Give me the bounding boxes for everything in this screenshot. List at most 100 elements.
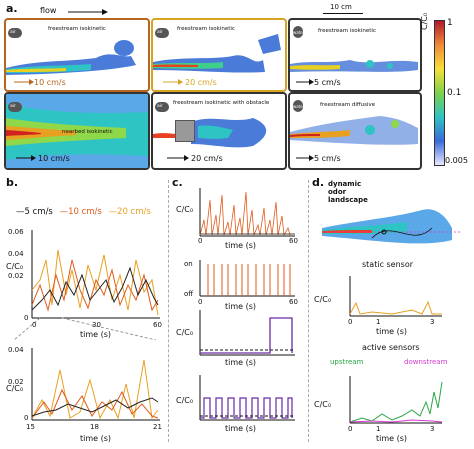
series-upstream [349,381,443,423]
velocity-arrow-icon [296,155,314,161]
tile-nearbed: air nearbed isokinetic 10 cm/s [4,92,150,170]
panel-c-label: c. [172,176,183,189]
series-c4 [200,397,293,419]
flow-label: flow [40,6,57,15]
plume-image [153,118,267,148]
xtick: 1 [376,425,381,433]
plume-image [6,94,148,168]
colorbar-label: C/C₀ [420,12,429,30]
series-c1 [199,191,291,237]
series-c3 [200,317,293,354]
tile-water-5: water freestream isokinetic 5 cm/s [288,18,422,92]
ytick-off: off [184,290,194,298]
xtick: 0 [198,298,203,306]
panel-b-legend: —5 cm/s —10 cm/s —20 cm/s [16,207,151,217]
ytick: 0 [24,314,29,322]
series-5 [31,266,159,311]
series-c2 [207,264,291,296]
velocity-arrow-icon [14,79,34,85]
title-line: dynamic [328,180,362,188]
series-downstream [349,419,443,423]
xlabel: time (s) [225,424,257,433]
downstream-label: downstream [404,358,448,366]
ylabel: C/C₀ [6,384,24,393]
colorbar-tick: 0.1 [447,88,462,98]
ytick-on: on [184,260,193,268]
colorbar-tick: 1 [447,18,453,28]
tile-air-20: air freestream isokinetic 20 cm/s [151,18,287,92]
title-line: odor [328,188,347,196]
fluid-label: air [157,104,163,109]
fluid-label: air [157,30,163,35]
xtick: 30 [92,321,101,329]
plume-image [290,116,418,145]
velocity-label: 5 cm/s [314,154,341,163]
ylabel: C/C₀ [314,295,332,304]
plume-image [6,40,136,75]
velocity-label: 20 cm/s [185,78,217,87]
flow-arrow-icon [68,9,108,15]
xtick: 60 [153,321,162,329]
ylabel: C/C₀ [6,262,24,271]
tile-caption: freestream diffusive [320,102,376,108]
panel-b-top-plot [13,230,160,340]
landscape-title: dynamic odor landscape [328,180,368,204]
xtick: 0 [348,425,353,433]
fluid-label: air [10,104,16,109]
ytick: 0.02 [8,272,24,280]
upstream-label: upstream [330,358,364,366]
xtick: 60 [289,237,298,245]
divider [308,180,309,442]
ylabel: C/C₀ [176,328,194,337]
xtick: 18 [90,423,99,431]
velocity-label: 10 cm/s [38,154,70,163]
ytick: 0.02 [8,378,24,386]
panel-d-graphics [322,209,462,424]
cloud-icon [8,28,22,38]
colorbar [434,20,445,166]
plume-image [153,34,281,73]
panel-b-label: b. [6,176,19,189]
series-10 [31,259,159,312]
xlabel: time (s) [376,434,408,443]
velocity-arrow-icon [167,155,189,161]
panel-d-label: d. [312,176,325,189]
xtick: 60 [289,298,298,306]
xtick: 1 [376,318,381,326]
legend-entry: 20 cm/s [117,207,151,217]
xtick: 15 [26,423,35,431]
scale-bar [323,13,363,14]
cloud-icon [8,102,22,112]
xtick: 0 [32,321,37,329]
tile-caption: freestream isokinetic [177,26,235,32]
panel-b-bottom-plot [31,348,160,421]
fluid-label: air [10,30,16,35]
panel-a-label: a. [6,2,18,15]
tile-caption: freestream isokinetic [48,26,106,32]
panel-c-plots [199,188,295,421]
fluid-label: water [293,30,305,35]
tile-caption: nearbed isokinetic [62,129,113,135]
velocity-arrow-icon [16,155,36,161]
xtick: 0 [348,318,353,326]
obstacle-block [175,120,195,142]
divider [168,180,169,442]
droplet-icon [293,26,303,38]
legend-entry: 10 cm/s [68,207,102,217]
legend-entry: 5 cm/s [24,207,53,217]
xtick: 3 [430,318,435,326]
velocity-label: 10 cm/s [34,78,66,87]
xtick: 0 [198,237,203,245]
title-line: landscape [328,196,368,204]
ylabel: C/C₀ [176,205,194,214]
xlabel: time (s) [80,330,112,339]
xtick: 3 [430,425,435,433]
tile-caption: freestream isokinetic [318,28,376,34]
droplet-icon [293,100,303,112]
series-static [349,300,442,315]
xtick: 21 [153,423,162,431]
static-sensor-label: static sensor [362,260,414,269]
tile-obstacle: air freestream isokinetic with obstacle … [151,92,287,170]
ytick: 0.04 [8,250,24,258]
velocity-arrow-icon [296,79,314,85]
